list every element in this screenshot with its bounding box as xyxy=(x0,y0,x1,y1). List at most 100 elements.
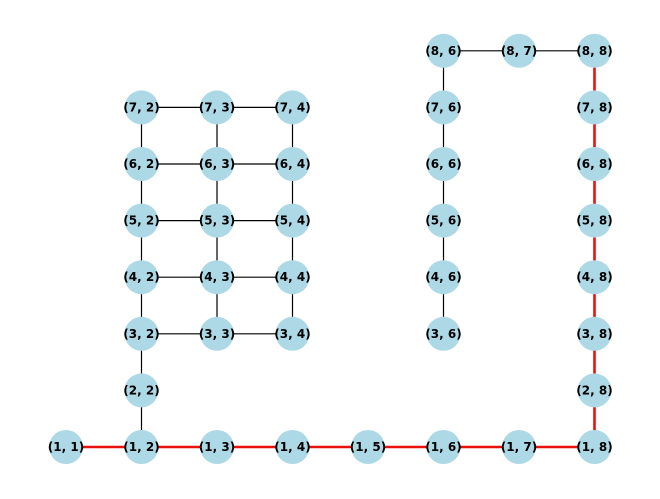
nodes-layer: (1, 1) (1, 2) (1, 3) (1, 4) (1, 5) (1, 6) (1, … xyxy=(48,33,613,464)
node-label: (1, 5) xyxy=(350,440,386,454)
node-3-3: (3, 3) xyxy=(199,316,235,351)
node-circle xyxy=(275,90,310,125)
node-circle xyxy=(275,203,310,238)
node-4-4: (4, 4) xyxy=(274,260,311,295)
node-6-6: (6, 6) xyxy=(425,147,462,181)
node-label: (6, 8) xyxy=(576,157,612,171)
node-5-3: (5, 3) xyxy=(199,203,235,238)
node-label: (6, 4) xyxy=(274,157,310,171)
node-label: (1, 2) xyxy=(123,440,159,454)
node-1-8: (1, 8) xyxy=(576,430,613,464)
node-circle xyxy=(200,147,234,181)
node-label: (6, 2) xyxy=(123,157,159,171)
node-label: (7, 6) xyxy=(425,100,461,114)
node-label: (6, 6) xyxy=(425,157,461,171)
node-circle xyxy=(577,316,612,351)
node-label: (5, 8) xyxy=(576,214,612,228)
node-1-6: (1, 6) xyxy=(425,430,462,464)
node-label: (5, 2) xyxy=(123,214,159,228)
node-6-3: (6, 3) xyxy=(199,147,235,181)
node-2-2: (2, 2) xyxy=(123,373,160,408)
node-label: (3, 3) xyxy=(199,327,235,341)
node-circle xyxy=(275,260,310,295)
node-label: (4, 3) xyxy=(199,270,235,284)
node-label: (1, 6) xyxy=(425,440,461,454)
node-7-8: (7, 8) xyxy=(576,90,613,125)
node-circle xyxy=(200,316,234,351)
node-label: (6, 3) xyxy=(199,157,235,171)
node-1-1: (1, 1) xyxy=(48,430,84,464)
node-label: (7, 3) xyxy=(199,100,235,114)
node-circle xyxy=(124,203,159,238)
node-5-6: (5, 6) xyxy=(425,203,462,238)
node-circle xyxy=(200,260,234,295)
node-1-3: (1, 3) xyxy=(199,430,235,464)
node-circle xyxy=(275,147,310,181)
node-circle xyxy=(124,90,159,125)
node-label: (8, 6) xyxy=(425,44,461,58)
node-circle xyxy=(124,373,159,408)
node-label: (3, 2) xyxy=(123,327,159,341)
node-4-8: (4, 8) xyxy=(576,260,613,295)
node-1-4: (1, 4) xyxy=(274,430,311,464)
node-label: (2, 8) xyxy=(576,383,612,397)
node-3-2: (3, 2) xyxy=(123,316,160,351)
node-2-8: (2, 8) xyxy=(576,373,613,408)
node-5-8: (5, 8) xyxy=(576,203,613,238)
node-label: (8, 8) xyxy=(576,44,612,58)
node-circle xyxy=(200,430,234,464)
node-4-2: (4, 2) xyxy=(123,260,160,295)
node-label: (1, 4) xyxy=(274,440,310,454)
node-circle xyxy=(502,430,536,464)
node-label: (5, 3) xyxy=(199,214,235,228)
node-circle xyxy=(351,430,385,464)
node-label: (4, 4) xyxy=(274,270,310,284)
node-circle xyxy=(426,430,461,464)
node-7-3: (7, 3) xyxy=(199,90,235,125)
node-8-8: (8, 8) xyxy=(576,33,613,68)
node-circle xyxy=(275,316,310,351)
node-circle xyxy=(577,430,612,464)
node-8-6: (8, 6) xyxy=(425,33,462,68)
node-circle xyxy=(200,90,234,125)
node-3-6: (3, 6) xyxy=(425,316,462,351)
node-label: (4, 8) xyxy=(576,270,612,284)
node-4-3: (4, 3) xyxy=(199,260,235,295)
node-3-4: (3, 4) xyxy=(274,316,311,351)
node-circle xyxy=(124,316,159,351)
node-circle xyxy=(577,33,612,68)
node-circle xyxy=(502,33,536,68)
node-label: (1, 3) xyxy=(199,440,235,454)
node-label: (7, 2) xyxy=(123,100,159,114)
node-circle xyxy=(577,90,612,125)
node-label: (8, 7) xyxy=(501,44,537,58)
node-1-7: (1, 7) xyxy=(501,430,537,464)
node-circle xyxy=(577,373,612,408)
node-circle xyxy=(577,147,612,181)
node-circle xyxy=(124,430,159,464)
node-7-4: (7, 4) xyxy=(274,90,311,125)
node-1-5: (1, 5) xyxy=(350,430,386,464)
node-circle xyxy=(426,260,461,295)
node-7-2: (7, 2) xyxy=(123,90,160,125)
node-label: (3, 4) xyxy=(274,327,310,341)
node-6-2: (6, 2) xyxy=(123,147,160,181)
node-label: (1, 1) xyxy=(48,440,84,454)
node-circle xyxy=(124,147,159,181)
node-6-4: (6, 4) xyxy=(274,147,311,181)
node-label: (7, 4) xyxy=(274,100,310,114)
node-circle xyxy=(426,147,461,181)
node-circle xyxy=(426,203,461,238)
node-circle xyxy=(49,430,83,464)
node-label: (1, 7) xyxy=(501,440,537,454)
node-label: (3, 8) xyxy=(576,327,612,341)
node-circle xyxy=(124,260,159,295)
node-8-7: (8, 7) xyxy=(501,33,537,68)
node-7-6: (7, 6) xyxy=(425,90,462,125)
node-label: (2, 2) xyxy=(123,383,159,397)
node-5-4: (5, 4) xyxy=(274,203,311,238)
node-circle xyxy=(577,260,612,295)
node-circle xyxy=(577,203,612,238)
node-label: (5, 6) xyxy=(425,214,461,228)
